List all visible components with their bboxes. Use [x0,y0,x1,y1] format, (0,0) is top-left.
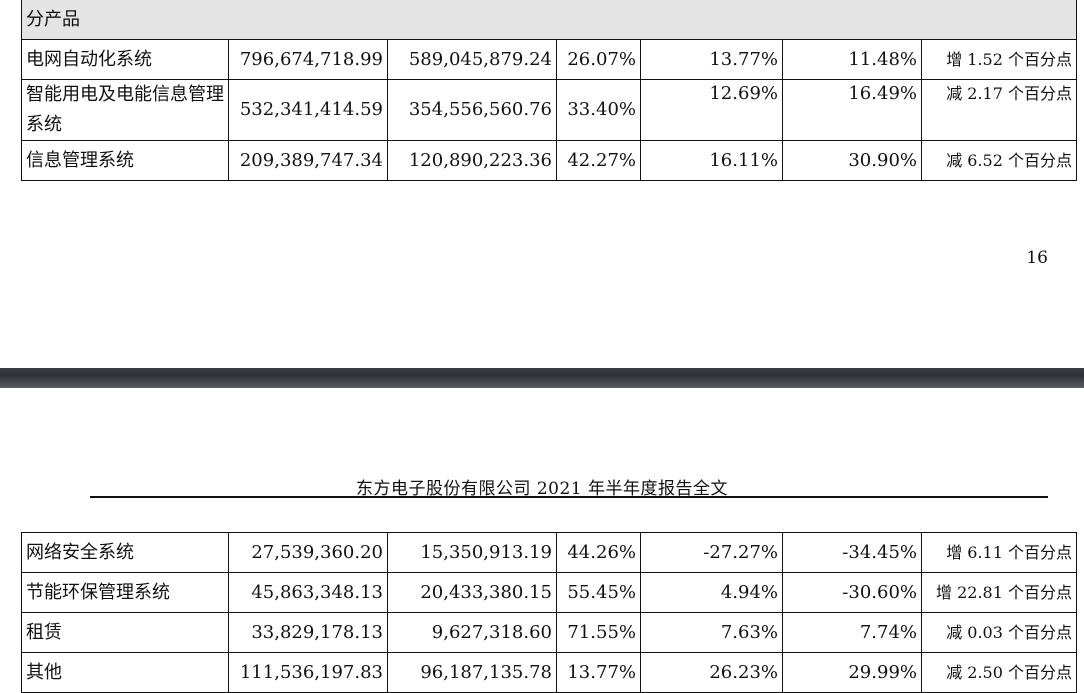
revenue-change-cell: 26.23% [640,652,783,693]
cost-change-cell: 16.49% [782,79,922,141]
margin-cell: 71.55% [556,612,641,653]
table-row: 电网自动化系统 796,674,718.99 589,045,879.24 26… [21,39,1077,80]
margin-cell: 55.45% [556,572,641,613]
margin-cell: 13.77% [556,652,641,693]
table-row: 信息管理系统 209,389,747.34 120,890,223.36 42.… [21,140,1077,181]
margin-cell: 33.40% [556,79,641,141]
section-label: 分产品 [21,0,1077,40]
margin-change-cell: 减 6.52 个百分点 [921,140,1077,181]
product-table-top: 分产品 电网自动化系统 796,674,718.99 589,045,879.2… [21,0,1077,181]
revenue-change-cell: 13.77% [640,39,783,80]
header-rule [90,496,1048,498]
cost-cell: 96,187,135.78 [387,652,557,693]
product-name: 其他 [21,652,229,693]
revenue-cell: 796,674,718.99 [228,39,388,80]
cost-change-cell: 29.99% [782,652,922,693]
product-table-bottom: 网络安全系统 27,539,360.20 15,350,913.19 44.26… [21,532,1077,693]
table-row: 节能环保管理系统 45,863,348.13 20,433,380.15 55.… [21,572,1077,613]
product-name: 智能用电及电能信息管理系统 [21,79,229,141]
cost-change-cell: 30.90% [782,140,922,181]
table-row: 租赁 33,829,178.13 9,627,318.60 71.55% 7.6… [21,612,1077,653]
margin-cell: 26.07% [556,39,641,80]
product-name: 网络安全系统 [21,532,229,573]
revenue-change-cell: 4.94% [640,572,783,613]
cost-cell: 354,556,560.76 [387,79,557,141]
page-top: 分产品 电网自动化系统 796,674,718.99 589,045,879.2… [21,0,1077,268]
page-number: 16 [1026,248,1048,268]
margin-cell: 42.27% [556,140,641,181]
table-row: 其他 111,536,197.83 96,187,135.78 13.77% 2… [21,652,1077,693]
cost-change-cell: 11.48% [782,39,922,80]
revenue-cell: 33,829,178.13 [228,612,388,653]
margin-change-cell: 减 0.03 个百分点 [921,612,1077,653]
cost-cell: 9,627,318.60 [387,612,557,653]
revenue-cell: 111,536,197.83 [228,652,388,693]
table-row: 智能用电及电能信息管理系统 532,341,414.59 354,556,560… [21,79,1077,141]
page-divider [0,368,1084,388]
cost-change-cell: -34.45% [782,532,922,573]
revenue-change-cell: 16.11% [640,140,783,181]
revenue-cell: 209,389,747.34 [228,140,388,181]
product-name: 信息管理系统 [21,140,229,181]
cost-change-cell: -30.60% [782,572,922,613]
product-name: 租赁 [21,612,229,653]
margin-change-cell: 减 2.17 个百分点 [921,79,1077,141]
revenue-change-cell: 12.69% [640,79,783,141]
revenue-cell: 532,341,414.59 [228,79,388,141]
revenue-cell: 45,863,348.13 [228,572,388,613]
margin-change-cell: 增 1.52 个百分点 [921,39,1077,80]
margin-change-cell: 增 22.81 个百分点 [921,572,1077,613]
margin-cell: 44.26% [556,532,641,573]
margin-change-cell: 增 6.11 个百分点 [921,532,1077,573]
running-header: 东方电子股份有限公司 2021 年半年度报告全文 [355,479,729,499]
cost-cell: 589,045,879.24 [387,39,557,80]
cost-cell: 120,890,223.36 [387,140,557,181]
cost-cell: 15,350,913.19 [387,532,557,573]
table-row: 网络安全系统 27,539,360.20 15,350,913.19 44.26… [21,532,1077,573]
revenue-cell: 27,539,360.20 [228,532,388,573]
cost-cell: 20,433,380.15 [387,572,557,613]
cost-change-cell: 7.74% [782,612,922,653]
margin-change-cell: 减 2.50 个百分点 [921,652,1077,693]
revenue-change-cell: -27.27% [640,532,783,573]
section-row: 分产品 [21,0,1077,40]
revenue-change-cell: 7.63% [640,612,783,653]
product-name: 电网自动化系统 [21,39,229,80]
product-name: 节能环保管理系统 [21,572,229,613]
